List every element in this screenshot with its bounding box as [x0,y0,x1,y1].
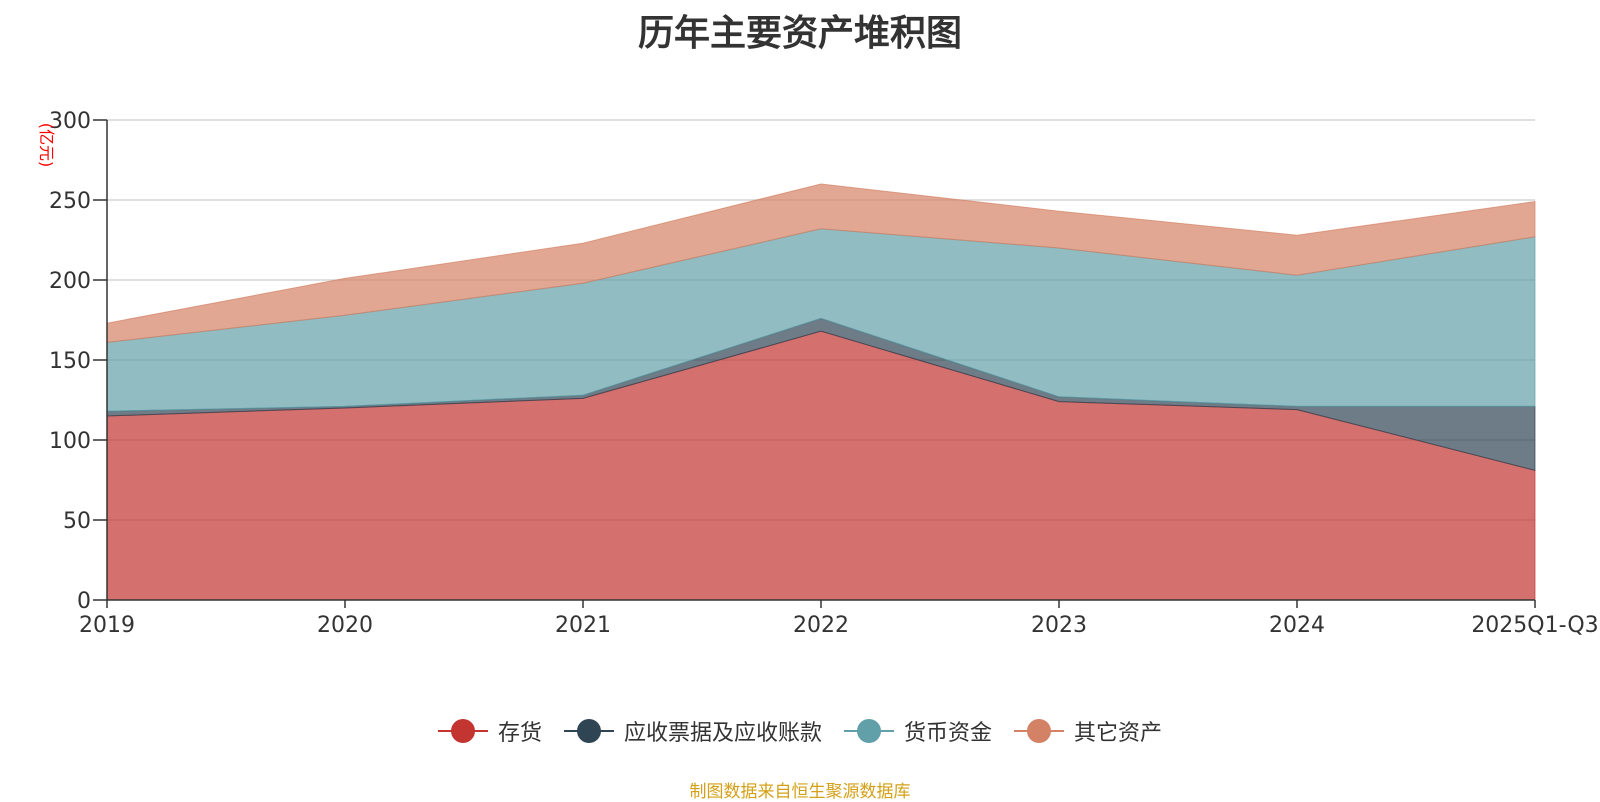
y-axis-unit-label: (亿元) [37,123,56,168]
x-tick-label: 2021 [555,613,611,638]
x-tick-label: 2025Q1-Q3 [1471,613,1598,638]
y-tick-label: 300 [49,109,91,134]
x-tick-label: 2023 [1031,613,1087,638]
legend-marker-icon [1014,719,1065,743]
x-tick-label: 2020 [317,613,373,638]
legend-label: 货币资金 [904,721,993,746]
chart-title: 历年主要资产堆积图 [637,13,962,54]
legend-label: 其它资产 [1074,721,1163,746]
legend-item-2[interactable]: 货币资金 [844,715,992,747]
y-tick-label: 200 [49,269,91,294]
y-tick-label: 100 [49,429,91,454]
legend-item-3[interactable]: 其它资产 [1014,715,1162,747]
y-tick-label: 50 [63,509,91,534]
legend-label: 应收票据及应收账款 [623,721,822,746]
area-series-3 [106,183,1536,343]
y-tick-label: 250 [49,189,91,214]
x-tick-label: 2019 [79,613,135,638]
y-tick-label: 150 [49,349,91,374]
legend-item-0[interactable]: 存货 [437,715,542,747]
legend-marker-icon [563,719,614,743]
x-tick-label: 2022 [793,613,849,638]
source-note: 制图数据来自恒生聚源数据库 [689,782,911,802]
stacked-areas [106,183,1536,601]
legend-marker-icon [844,719,894,743]
legend-item-1[interactable]: 应收票据及应收账款 [563,715,822,747]
legend: 存货 应收票据及应收账款 货币资金 其它资产 [0,715,1600,747]
y-tick-label: 0 [77,589,91,614]
axis-labels: 0 50 100 150 200 250 300 2019 2020 2021 2022 2023 20… [49,109,1599,638]
x-tick-label: 2024 [1269,613,1325,638]
legend-marker-icon [437,719,488,743]
legend-label: 存货 [497,721,542,746]
